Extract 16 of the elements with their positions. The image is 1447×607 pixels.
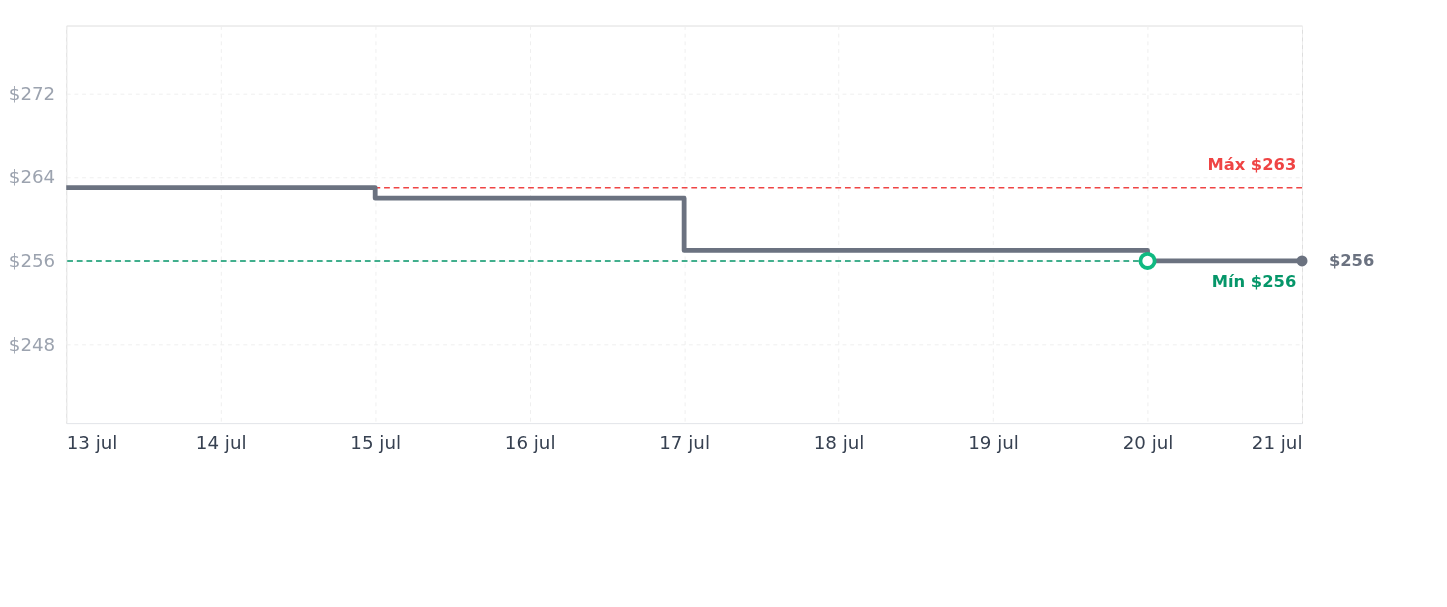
x-tick-label: 21 jul <box>1251 432 1303 454</box>
y-tick-label: $256 <box>8 250 56 272</box>
x-tick-label: 16 jul <box>504 432 556 454</box>
y-tick-label: $272 <box>8 82 56 104</box>
x-tick-label: 20 jul <box>1122 432 1174 454</box>
y-tick-label: $248 <box>8 333 56 355</box>
ref-line-label: Máx $263 <box>1207 155 1297 175</box>
data-label: $256 <box>1328 250 1375 270</box>
x-tick-label: 13 jul <box>66 432 118 454</box>
x-tick-label: 14 jul <box>195 432 247 454</box>
x-tick-label: 17 jul <box>659 432 710 454</box>
x-tick-label: 19 jul <box>968 432 1019 454</box>
x-tick-label: 15 jul <box>350 432 402 454</box>
x-tick-label: 18 jul <box>813 432 865 454</box>
ref-line-label: Mín $256 <box>1211 271 1297 291</box>
y-tick-label: $264 <box>8 166 56 188</box>
